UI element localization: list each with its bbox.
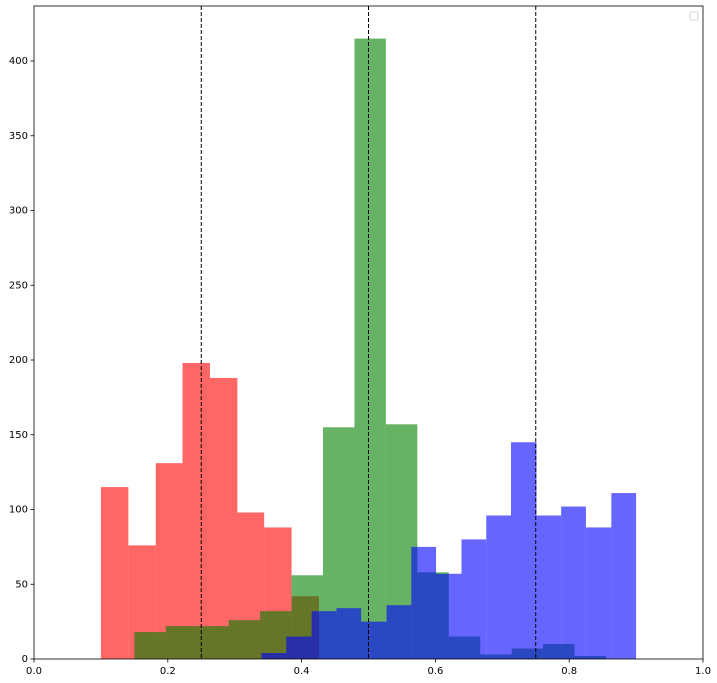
y-tick-label: 100 xyxy=(9,505,28,516)
histogram-bar xyxy=(386,605,412,659)
y-tick-label: 300 xyxy=(9,206,28,217)
histogram-bar xyxy=(134,632,166,659)
histogram-bar xyxy=(100,487,129,659)
histogram-bar xyxy=(561,506,586,659)
histogram-bar xyxy=(486,515,511,659)
y-tick-label: 200 xyxy=(9,355,28,366)
legend xyxy=(689,11,699,21)
x-tick-label: 0.6 xyxy=(427,666,443,677)
x-tick-label: 0.4 xyxy=(294,666,310,677)
histogram-bar xyxy=(436,573,462,659)
y-tick-label: 250 xyxy=(9,280,28,291)
histogram-bar xyxy=(585,527,612,659)
axes-frame xyxy=(33,5,704,660)
y-tick-label: 150 xyxy=(9,430,28,441)
histogram-bar xyxy=(461,539,487,659)
histogram-bar xyxy=(536,515,562,659)
x-tick-label: 0.0 xyxy=(26,666,42,677)
histogram-bar xyxy=(411,546,437,659)
histogram-bar xyxy=(336,608,362,659)
histogram-bar xyxy=(611,493,637,659)
histogram-bar xyxy=(165,626,198,659)
histogram-bar xyxy=(209,377,238,659)
y-tick-label: 350 xyxy=(9,131,28,142)
y-tick-label: 50 xyxy=(15,579,28,590)
y-tick-label: 400 xyxy=(9,56,28,67)
y-tick-label: 0 xyxy=(22,654,28,665)
histogram-bar xyxy=(311,611,337,659)
histogram-bar xyxy=(182,362,210,659)
histogram-bar xyxy=(510,442,537,659)
x-tick-label: 0.8 xyxy=(561,666,577,677)
histogram-bar xyxy=(286,636,312,659)
x-tick-label: 1.0 xyxy=(695,666,711,677)
histogram-bar xyxy=(261,653,287,659)
x-tick-label: 0.2 xyxy=(160,666,176,677)
histogram-bar xyxy=(354,38,386,659)
histogram-bar xyxy=(228,620,261,659)
histogram-bar xyxy=(361,621,387,659)
histogram-bar xyxy=(197,626,229,659)
